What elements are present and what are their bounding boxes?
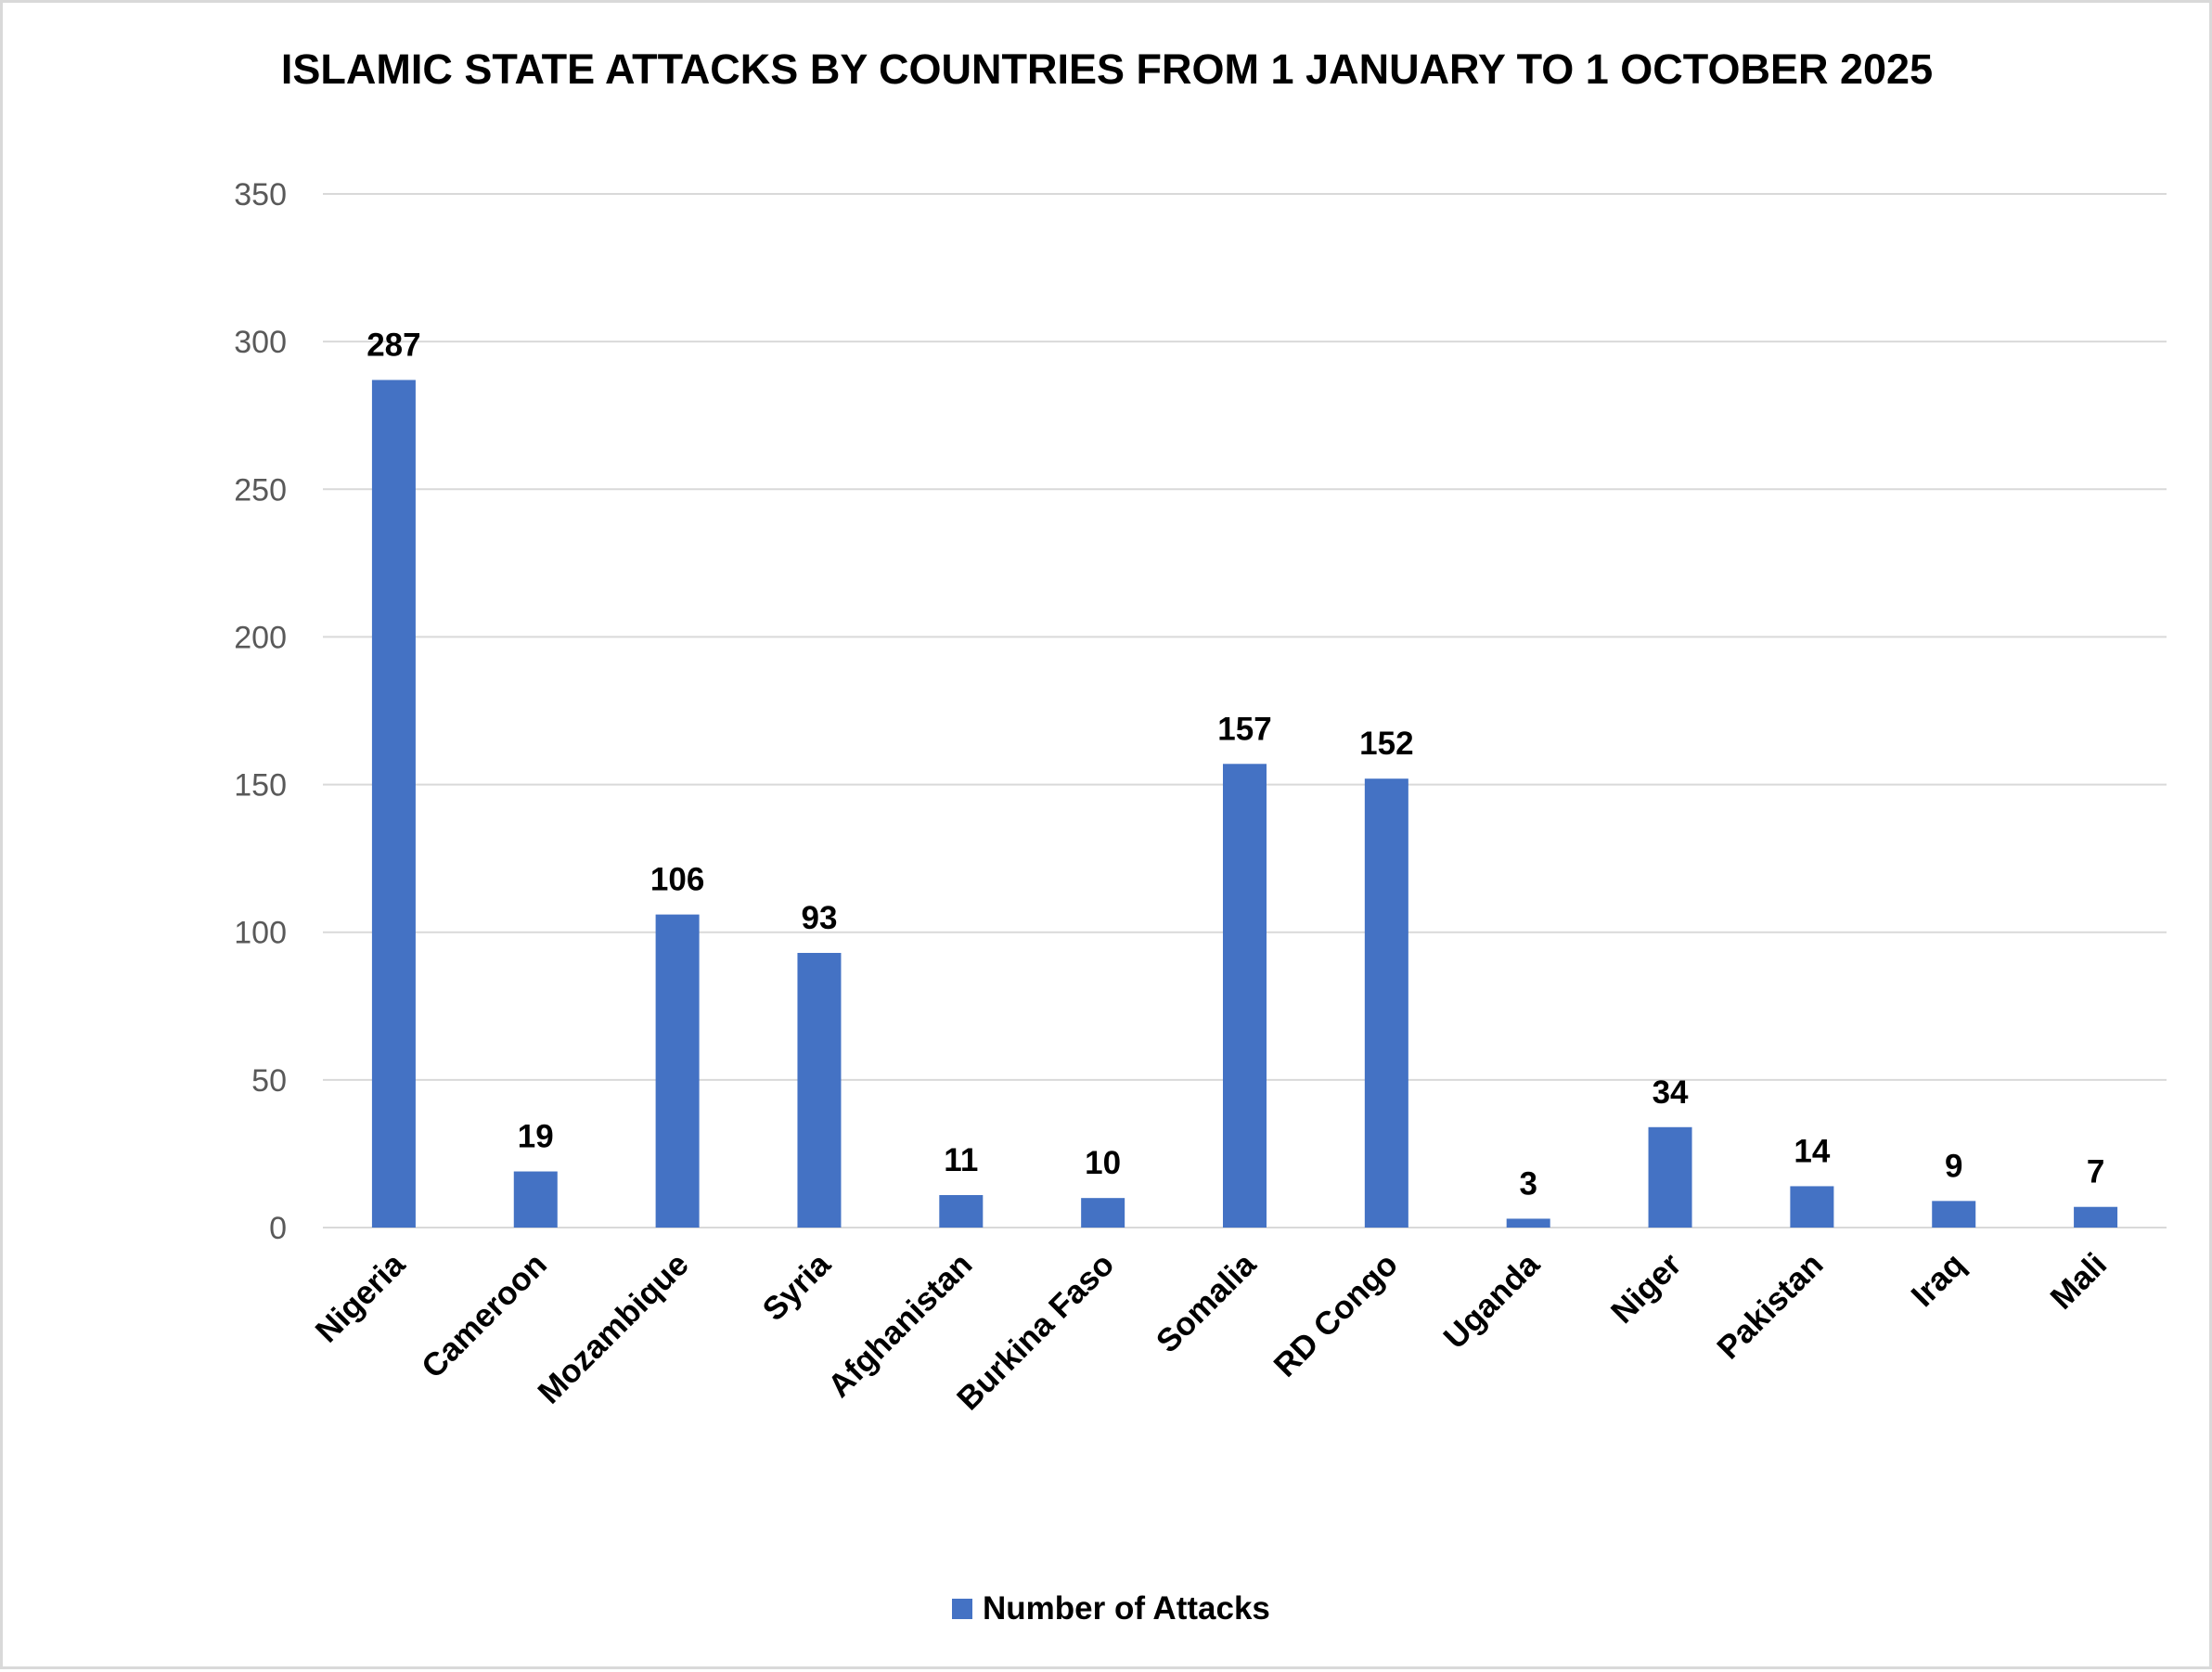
data-label: 9 [1945, 1148, 1962, 1184]
y-tick-label: 300 [234, 325, 287, 360]
legend-swatch [952, 1599, 972, 1619]
data-label: 19 [518, 1119, 554, 1155]
y-tick-label: 350 [234, 177, 287, 212]
x-tick-label: Nigeria [309, 1246, 413, 1350]
legend-label: Number of Attacks [983, 1590, 1270, 1627]
bar [1932, 1201, 1976, 1228]
x-tick-label: RD Congo [1267, 1246, 1405, 1384]
y-tick-label: 250 [234, 472, 287, 508]
x-tick-label: Niger [1604, 1246, 1689, 1331]
data-label: 11 [944, 1142, 978, 1178]
y-tick-label: 0 [269, 1211, 287, 1246]
bar [513, 1171, 558, 1228]
data-label: 152 [1359, 726, 1413, 762]
data-label: 287 [367, 328, 420, 364]
y-tick-label: 100 [234, 916, 287, 951]
data-label: 93 [801, 900, 837, 936]
data-label: 106 [650, 862, 704, 898]
y-tick-label: 200 [234, 620, 287, 655]
bars [371, 379, 2118, 1228]
y-tick-label: 150 [234, 768, 287, 804]
x-tick-label: Mozambique [531, 1246, 695, 1410]
data-label: 34 [1653, 1074, 1689, 1111]
x-tick-label: Afghanistan [821, 1246, 980, 1405]
legend: Number of Attacks [952, 1590, 1270, 1627]
x-tick-label: Syria [755, 1246, 837, 1328]
x-tick-label: Somalia [1150, 1246, 1264, 1360]
data-labels: 287 19 106 93 11 10 157 152 3 34 14 9 7 [367, 328, 2104, 1203]
bar [1648, 1126, 1692, 1228]
bar [2074, 1206, 2118, 1228]
data-label: 157 [1217, 711, 1271, 747]
x-tick-label: Pakistan [1710, 1246, 1830, 1366]
bar [655, 914, 700, 1228]
y-axis-ticks: 0 50 100 150 200 250 300 350 [234, 177, 287, 1246]
x-tick-label: Mali [2044, 1246, 2115, 1317]
bar [939, 1194, 984, 1228]
data-label: 7 [2087, 1154, 2104, 1190]
bar [1081, 1198, 1125, 1228]
bar [1223, 764, 1267, 1228]
bar [1364, 778, 1408, 1228]
bar [797, 952, 842, 1228]
x-tick-label: Iraq [1904, 1246, 1972, 1314]
bar [371, 379, 416, 1228]
data-label: 3 [1519, 1165, 1537, 1202]
chart-canvas: ISLAMIC STATE ATTACKS BY COUNTRIES FROM … [234, 45, 2167, 1627]
bar [1506, 1218, 1550, 1228]
data-label: 10 [1085, 1145, 1121, 1181]
chart-title: ISLAMIC STATE ATTACKS BY COUNTRIES FROM … [281, 45, 1933, 93]
x-tick-label: Cameroon [415, 1246, 554, 1385]
bar [1790, 1186, 1834, 1228]
x-tick-label: Uganda [1437, 1246, 1548, 1357]
data-label: 14 [1794, 1133, 1830, 1169]
y-tick-label: 50 [251, 1063, 287, 1099]
